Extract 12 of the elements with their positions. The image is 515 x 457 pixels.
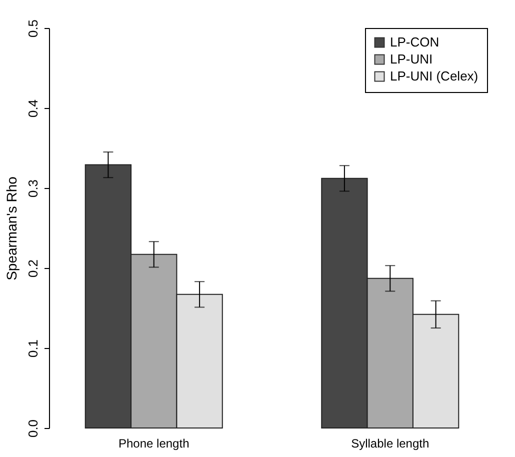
legend-label: LP-UNI (Celex) [390, 68, 478, 84]
y-axis-title: Spearman's Rho [4, 176, 20, 280]
y-tick-label: 0.1 [26, 339, 40, 358]
x-tick-label: Phone length [118, 436, 190, 450]
y-tick-label: 0.0 [26, 419, 40, 438]
legend-label: LP-UNI [390, 52, 433, 66]
legend-label: LP-CON [390, 34, 440, 50]
y-tick-label: 0.2 [26, 259, 40, 278]
x-tick-label: Syllable length [351, 436, 430, 450]
y-tick-label: 0.3 [26, 179, 40, 198]
y-tick-label: 0.4 [26, 99, 40, 118]
y-tick-label: 0.5 [26, 19, 40, 38]
